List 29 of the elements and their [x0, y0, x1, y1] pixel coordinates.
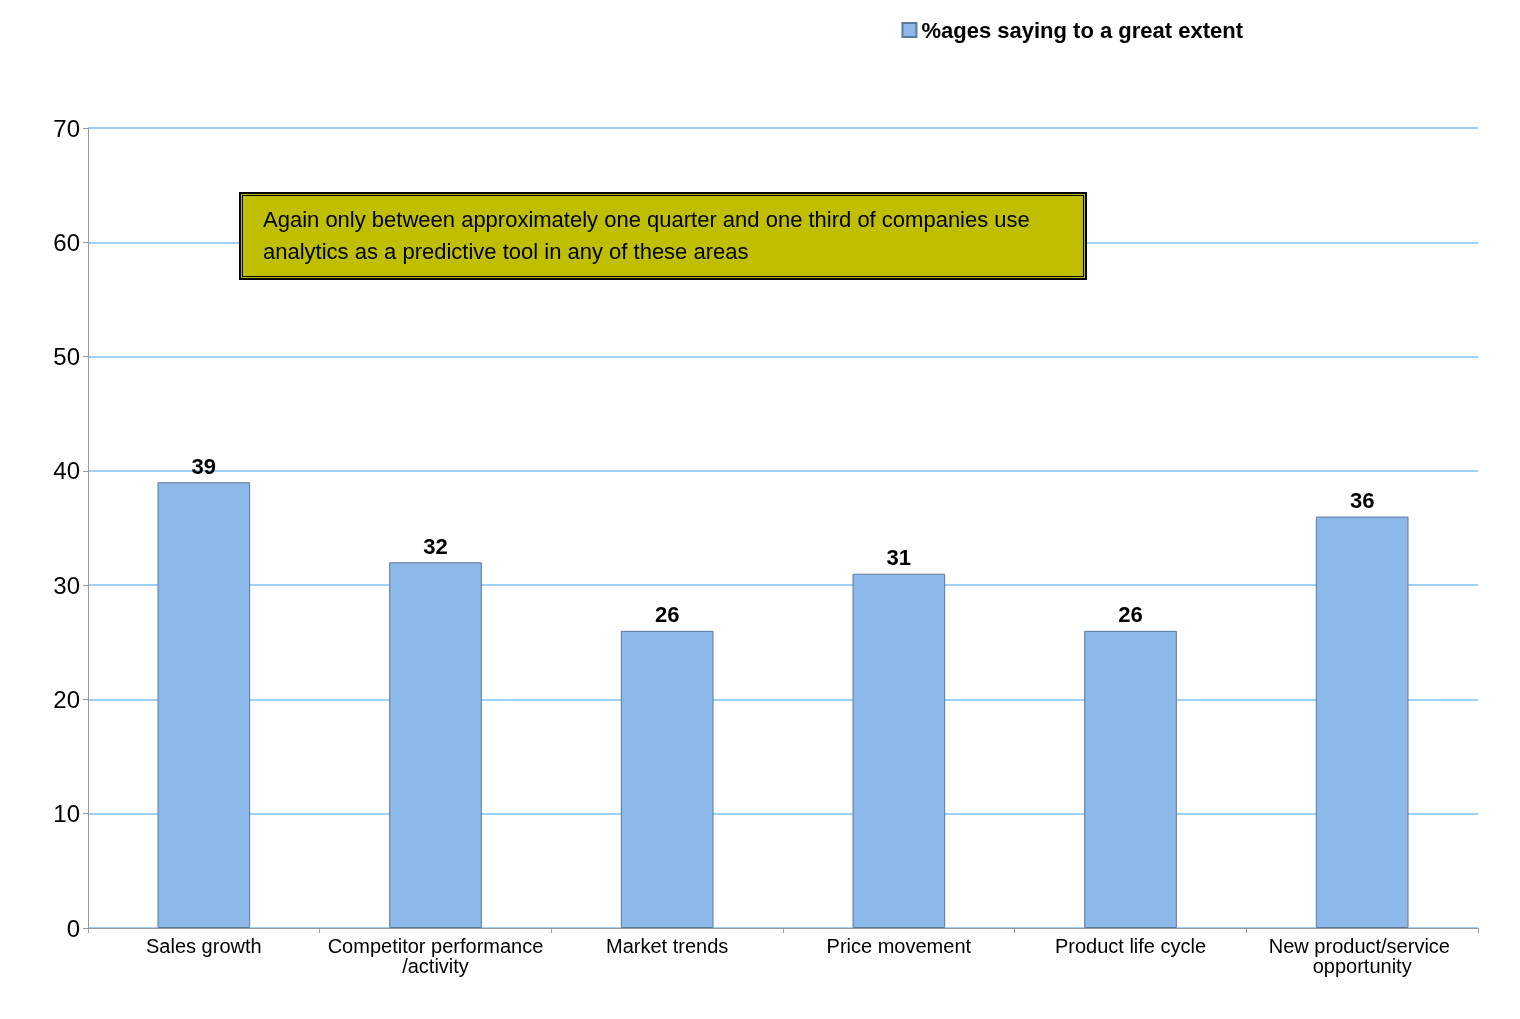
y-tick-label: 50: [53, 343, 80, 371]
y-tick-label: 10: [53, 800, 80, 828]
y-tick-label: 30: [53, 571, 80, 599]
callout-box: Again only between approximately one quarter and one third of companies use analytics as a predictive tool in any of these areas: [240, 193, 1086, 279]
legend-label: %ages saying to a great extent: [921, 17, 1244, 43]
x-tick-label: Price movement: [826, 935, 972, 957]
y-tick-label: 20: [53, 685, 80, 713]
y-tick-label: 60: [53, 228, 80, 256]
y-tick-label: 40: [53, 457, 80, 485]
x-tick-label: Product life cycle: [1054, 935, 1207, 957]
data-label: 32: [423, 533, 448, 559]
bar: [1084, 630, 1177, 928]
data-label: 39: [191, 453, 217, 479]
bar: [389, 562, 482, 928]
data-label: 31: [886, 545, 912, 571]
data-label: 26: [1118, 602, 1143, 628]
data-label: 36: [1349, 488, 1375, 514]
x-tick-label: New product/service opportunity: [1268, 935, 1456, 977]
bar: [1315, 516, 1409, 928]
bar: [620, 630, 714, 928]
x-tick-label: Sales growth: [146, 935, 262, 957]
data-label: 26: [654, 602, 680, 628]
bar: [852, 573, 946, 928]
x-tick-label: Market trends: [606, 935, 729, 957]
bar: [157, 482, 251, 928]
annotation: Again only between approximately one quarter and one third of companies use analytics as a predictive tool in any of these areas: [263, 207, 1030, 264]
x-tick-label: Competitor performance/activity: [327, 935, 544, 977]
y-tick-label: 70: [53, 114, 80, 142]
y-tick-label: 0: [66, 914, 80, 942]
